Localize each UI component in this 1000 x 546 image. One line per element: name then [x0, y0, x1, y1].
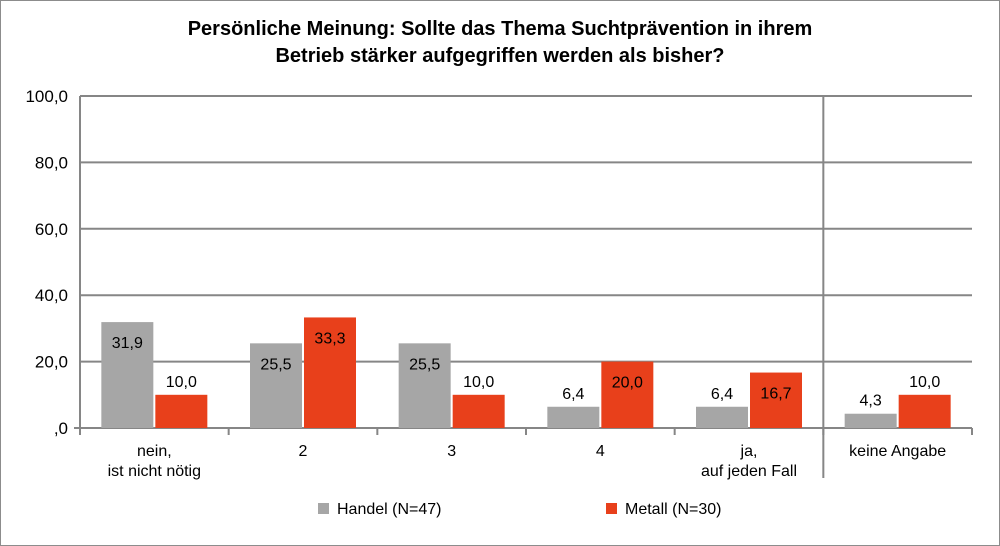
bar — [250, 343, 302, 428]
legend-swatch — [606, 503, 617, 514]
data-label: 6,4 — [562, 386, 584, 403]
bar — [398, 343, 451, 428]
bar — [750, 372, 802, 428]
bar — [304, 317, 356, 428]
bar — [452, 394, 505, 428]
y-tick-label: 20,0 — [35, 353, 68, 372]
bar — [101, 322, 154, 428]
data-label: 6,4 — [711, 386, 733, 403]
data-label: 16,7 — [760, 386, 791, 403]
data-label: 4,3 — [860, 393, 882, 410]
bar — [547, 406, 600, 428]
data-label: 25,5 — [260, 356, 291, 373]
bar — [601, 361, 654, 428]
data-label: 20,0 — [612, 375, 643, 392]
y-tick-label: 100,0 — [25, 87, 68, 106]
data-label: 10,0 — [166, 374, 197, 391]
x-category-label: ja, — [740, 443, 758, 460]
legend-label: Metall (N=30) — [625, 501, 721, 518]
bar — [155, 394, 208, 428]
bar — [696, 406, 748, 428]
x-category-label: ist nicht nötig — [108, 463, 201, 480]
legend-swatch — [318, 503, 329, 514]
y-tick-label: ,0 — [54, 419, 68, 438]
bar — [898, 394, 951, 428]
x-category-label: 4 — [596, 443, 605, 460]
x-category-label: keine Angabe — [849, 443, 946, 460]
x-category-label: 2 — [299, 443, 308, 460]
data-label: 25,5 — [409, 356, 440, 373]
legend-label: Handel (N=47) — [337, 501, 442, 518]
chart-title-line-2: Betrieb stärker aufgegriffen werden als … — [275, 45, 725, 67]
chart-title: Persönliche Meinung: Sollte das Thema Su… — [0, 16, 1000, 70]
chart-title-line-1: Persönliche Meinung: Sollte das Thema Su… — [187, 18, 813, 40]
x-category-label: auf jeden Fall — [701, 463, 797, 480]
y-tick-label: 80,0 — [35, 153, 68, 172]
y-tick-label: 40,0 — [35, 286, 68, 305]
data-label: 10,0 — [463, 374, 494, 391]
data-label: 31,9 — [112, 335, 143, 352]
x-category-label: 3 — [447, 443, 456, 460]
x-category-label: nein, — [137, 443, 172, 460]
data-label: 10,0 — [909, 374, 940, 391]
bar — [844, 413, 897, 428]
data-label: 33,3 — [314, 330, 345, 347]
y-tick-label: 60,0 — [35, 220, 68, 239]
